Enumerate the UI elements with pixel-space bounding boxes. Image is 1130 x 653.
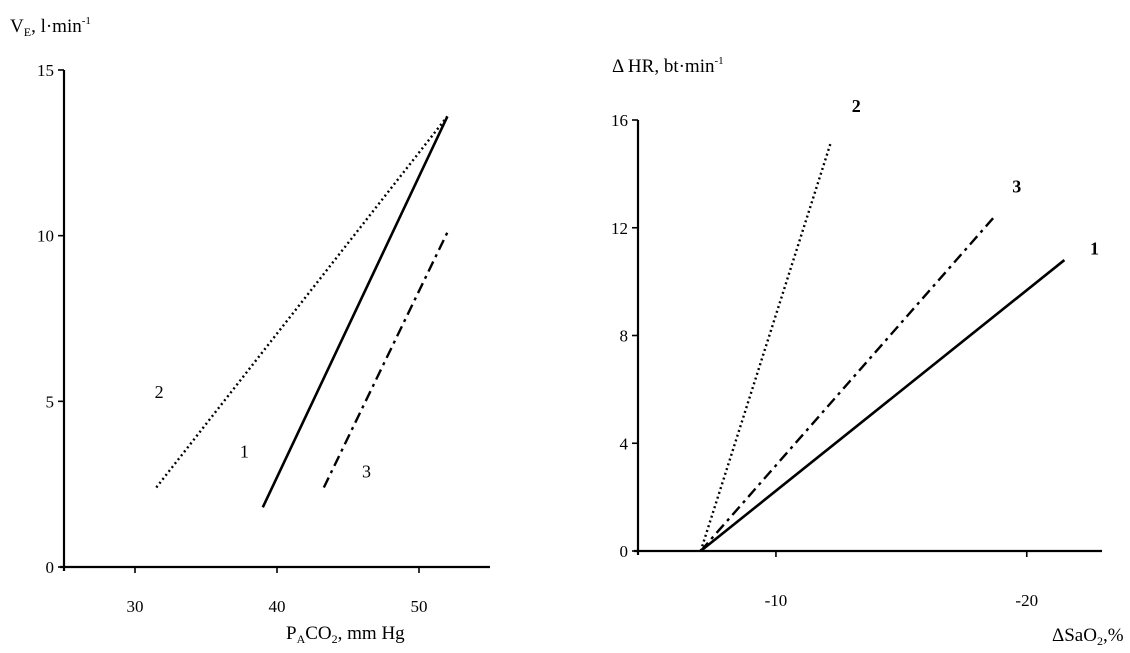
series-1-label: 1 xyxy=(240,442,249,462)
y-axis-title: VE, l·min-1 xyxy=(10,15,91,39)
x-axis-title-main: ΔSaO xyxy=(1052,625,1097,646)
y-axis-title-sub: E xyxy=(24,25,31,39)
y-axis-title-main: Δ HR, bt·min xyxy=(612,56,715,77)
series-2-line xyxy=(699,141,833,552)
series-3-label: 3 xyxy=(1012,177,1021,197)
y-axis-title: Δ HR, bt·min-1 xyxy=(612,55,724,77)
y-tick-label: 0 xyxy=(620,542,629,561)
x-tick-label: 30 xyxy=(127,597,144,616)
y-axis-title-rest: , l·min xyxy=(31,16,82,37)
y-tick-label: 4 xyxy=(620,434,629,453)
x-axis-title: PACO2, mm Hg xyxy=(286,623,405,646)
series-3-line xyxy=(322,231,449,489)
y-tick-label: 10 xyxy=(37,227,54,246)
x-tick-label: 50 xyxy=(411,597,428,616)
y-axis-title-sup: -1 xyxy=(714,55,723,67)
series-2-label: 2 xyxy=(852,96,861,116)
x-axis-title-rest: ,% xyxy=(1103,625,1124,646)
y-tick-label: 15 xyxy=(37,61,54,80)
x-axis-title: ΔSaO2,% xyxy=(1052,625,1124,648)
series-3-label: 3 xyxy=(362,462,371,482)
x-axis-title-main: P xyxy=(286,623,297,644)
y-tick-label: 5 xyxy=(46,392,55,411)
y-tick-label: 8 xyxy=(620,327,629,346)
x-axis-title-sub: 2 xyxy=(1097,634,1103,648)
y-tick-label: 16 xyxy=(611,111,628,130)
y-axis-title-main: V xyxy=(10,16,24,37)
series-1-line xyxy=(261,115,449,508)
x-axis-title-sub2: 2 xyxy=(332,632,338,646)
series-3-line xyxy=(699,216,996,552)
series-2-line xyxy=(155,115,449,489)
x-axis-title-mid: CO xyxy=(305,623,331,644)
series-1-line xyxy=(699,259,1066,553)
x-tick-label: 40 xyxy=(269,597,286,616)
y-tick-label: 12 xyxy=(611,219,628,238)
y-tick-label: 0 xyxy=(46,558,55,577)
x-tick-label: -20 xyxy=(1015,591,1038,610)
x-axis-title-rest: , mm Hg xyxy=(338,623,406,644)
y-axis-title-sup: -1 xyxy=(82,15,91,27)
series-1-label: 1 xyxy=(1090,239,1099,259)
x-axis-title-sub: A xyxy=(297,632,306,646)
series-2-label: 2 xyxy=(155,382,164,402)
x-tick-label: -10 xyxy=(765,591,788,610)
